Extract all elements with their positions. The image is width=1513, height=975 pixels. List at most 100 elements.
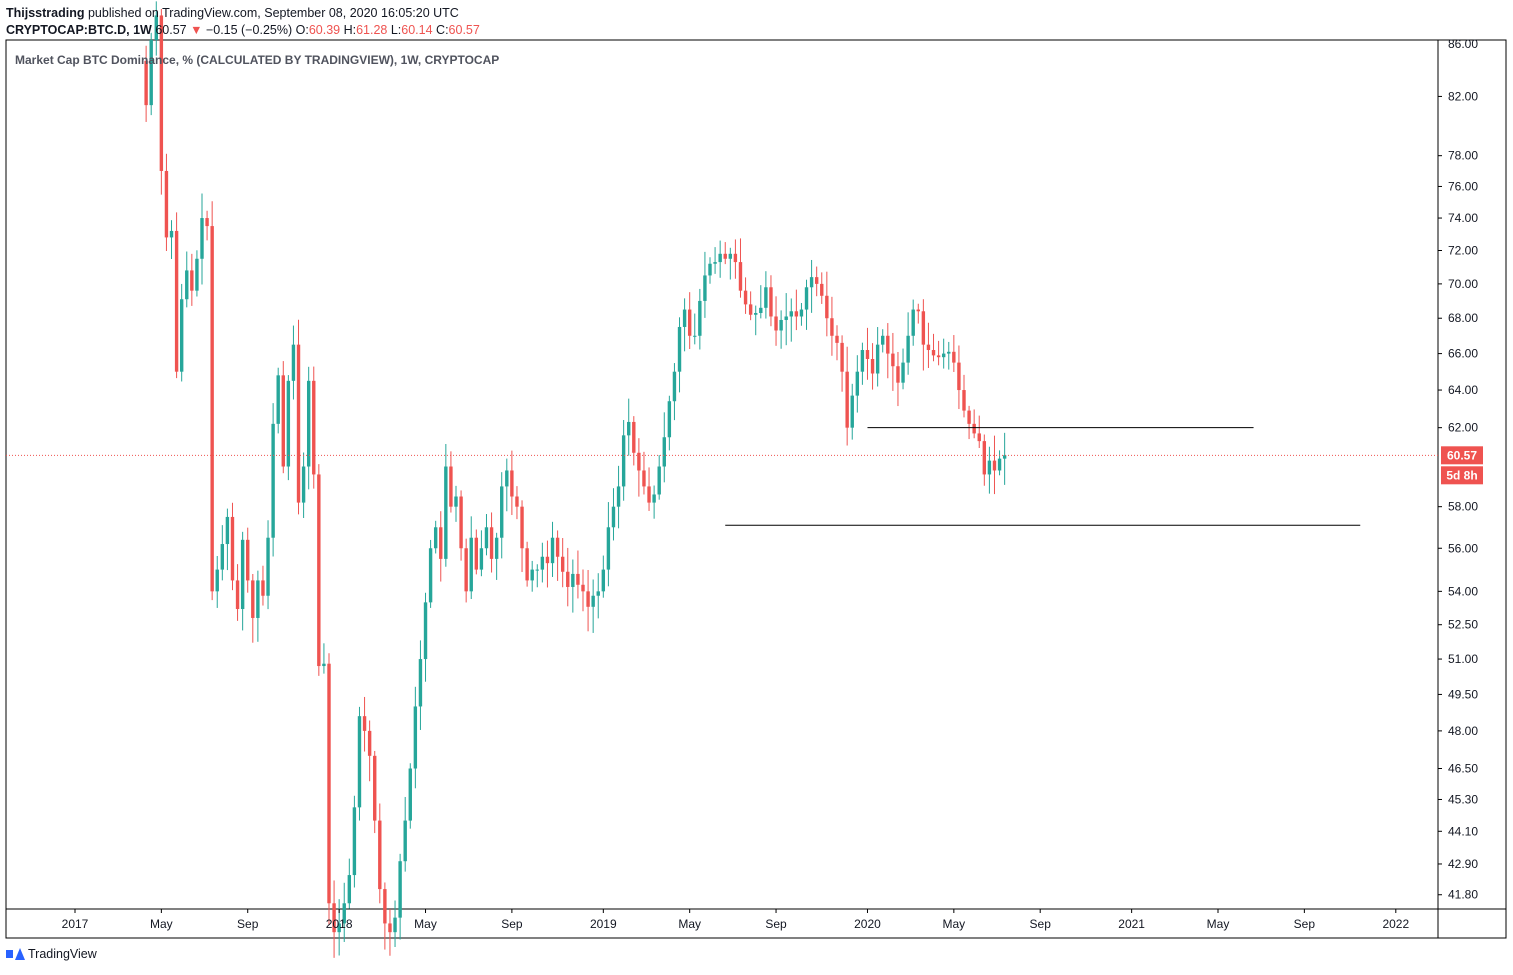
candle-body: [941, 353, 946, 358]
y-tick-label: 82.00: [1448, 89, 1478, 103]
candle: [337, 899, 341, 956]
candle-body: [860, 350, 865, 372]
candle: [825, 271, 829, 337]
low-label: L:: [390, 23, 402, 37]
candle: [911, 299, 915, 346]
publish-line: Thijsstrading published on TradingView.c…: [6, 5, 480, 22]
candle-body: [728, 253, 733, 259]
candle: [347, 858, 352, 909]
candle: [586, 570, 590, 632]
candle-body: [286, 380, 291, 467]
candle: [388, 909, 392, 956]
candle-body: [713, 262, 717, 264]
candle-body: [642, 470, 646, 487]
candle-body: [362, 716, 367, 731]
candle: [677, 317, 682, 393]
candle-body: [779, 319, 783, 331]
open-label: O:: [295, 23, 309, 37]
candle-body: [708, 263, 712, 276]
candle: [306, 366, 311, 490]
candle: [926, 322, 931, 368]
candle-body: [312, 380, 316, 475]
candle: [200, 193, 204, 285]
candle: [845, 346, 849, 446]
x-tick-label: Sep: [237, 917, 259, 931]
candle: [296, 319, 301, 515]
candle: [662, 412, 666, 483]
candle: [164, 153, 169, 251]
candle-body: [632, 421, 636, 453]
time-axis[interactable]: 2017 May Sep 2018 May Sep 2019 May Sep 2020 May Sep…: [62, 909, 1410, 931]
candle-body: [769, 287, 773, 317]
y-tick-label: 62.00: [1448, 421, 1478, 435]
high-value: 61.28: [356, 23, 388, 37]
candle: [616, 465, 621, 529]
candle-body: [830, 318, 834, 336]
candle: [240, 531, 245, 631]
candles-layer: [144, 1, 1007, 958]
candle: [962, 374, 966, 418]
candle: [301, 452, 306, 519]
candle: [967, 405, 971, 440]
symbol-label[interactable]: CRYPTOCAP:BTC.D, 1W: [6, 23, 152, 37]
candle: [947, 341, 951, 370]
candle: [322, 643, 326, 674]
candle: [637, 438, 641, 497]
candle: [357, 706, 362, 821]
candle: [698, 288, 702, 350]
candle-body: [230, 516, 235, 581]
x-tick-label: 2019: [590, 917, 617, 931]
candle: [266, 520, 270, 610]
author-name[interactable]: Thijsstrading: [6, 6, 85, 20]
candle-body: [520, 506, 524, 549]
y-tick-label: 72.00: [1448, 244, 1478, 258]
candle-body: [342, 903, 346, 924]
candle-body: [682, 309, 687, 327]
candle: [383, 882, 387, 950]
candle-body: [408, 768, 412, 821]
y-tick-label: 76.00: [1448, 179, 1478, 193]
ohlc-legend: CRYPTOCAP:BTC.D, 1W 60.57 ▼ −0.15 (−0.25…: [6, 22, 480, 39]
candle-body: [591, 595, 595, 607]
candle-body: [271, 423, 275, 538]
candle: [154, 1, 158, 56]
footer-brand[interactable]: TradingView: [28, 947, 97, 961]
candle: [987, 446, 992, 494]
candle: [159, 9, 164, 195]
candle-body: [759, 307, 763, 314]
candle: [413, 686, 418, 789]
candle-body: [347, 875, 352, 904]
candle: [195, 250, 199, 297]
candle: [769, 275, 773, 327]
candle-body: [383, 889, 387, 924]
candle-body: [403, 820, 407, 862]
candle-body: [754, 313, 758, 315]
candle: [941, 338, 946, 369]
candle: [591, 579, 595, 633]
candle-body: [855, 371, 860, 396]
price-axis[interactable]: 82.00 78.00 76.00 74.00 72.00 70.00 68.00 66.00…: [1438, 37, 1478, 902]
candle-body: [840, 342, 844, 372]
candle-body: [306, 380, 311, 467]
candle-body: [388, 923, 392, 933]
candle-body: [505, 470, 509, 487]
candle-body: [906, 335, 910, 363]
candle-body: [418, 659, 423, 707]
candle: [230, 502, 235, 591]
candle: [835, 325, 839, 361]
candle-body: [200, 218, 204, 259]
candle-body: [220, 544, 225, 570]
y-tick-label: 51.00: [1448, 652, 1478, 666]
candle-body: [291, 344, 296, 381]
candle-body: [215, 569, 219, 592]
candle-body: [748, 304, 753, 315]
candle-body: [896, 366, 900, 383]
candle: [931, 333, 936, 362]
candle: [555, 530, 560, 581]
candle-body: [733, 253, 738, 263]
published-text: published on TradingView.com, September …: [87, 6, 459, 20]
candle: [703, 251, 707, 318]
candle: [870, 343, 875, 390]
candle: [642, 451, 646, 495]
